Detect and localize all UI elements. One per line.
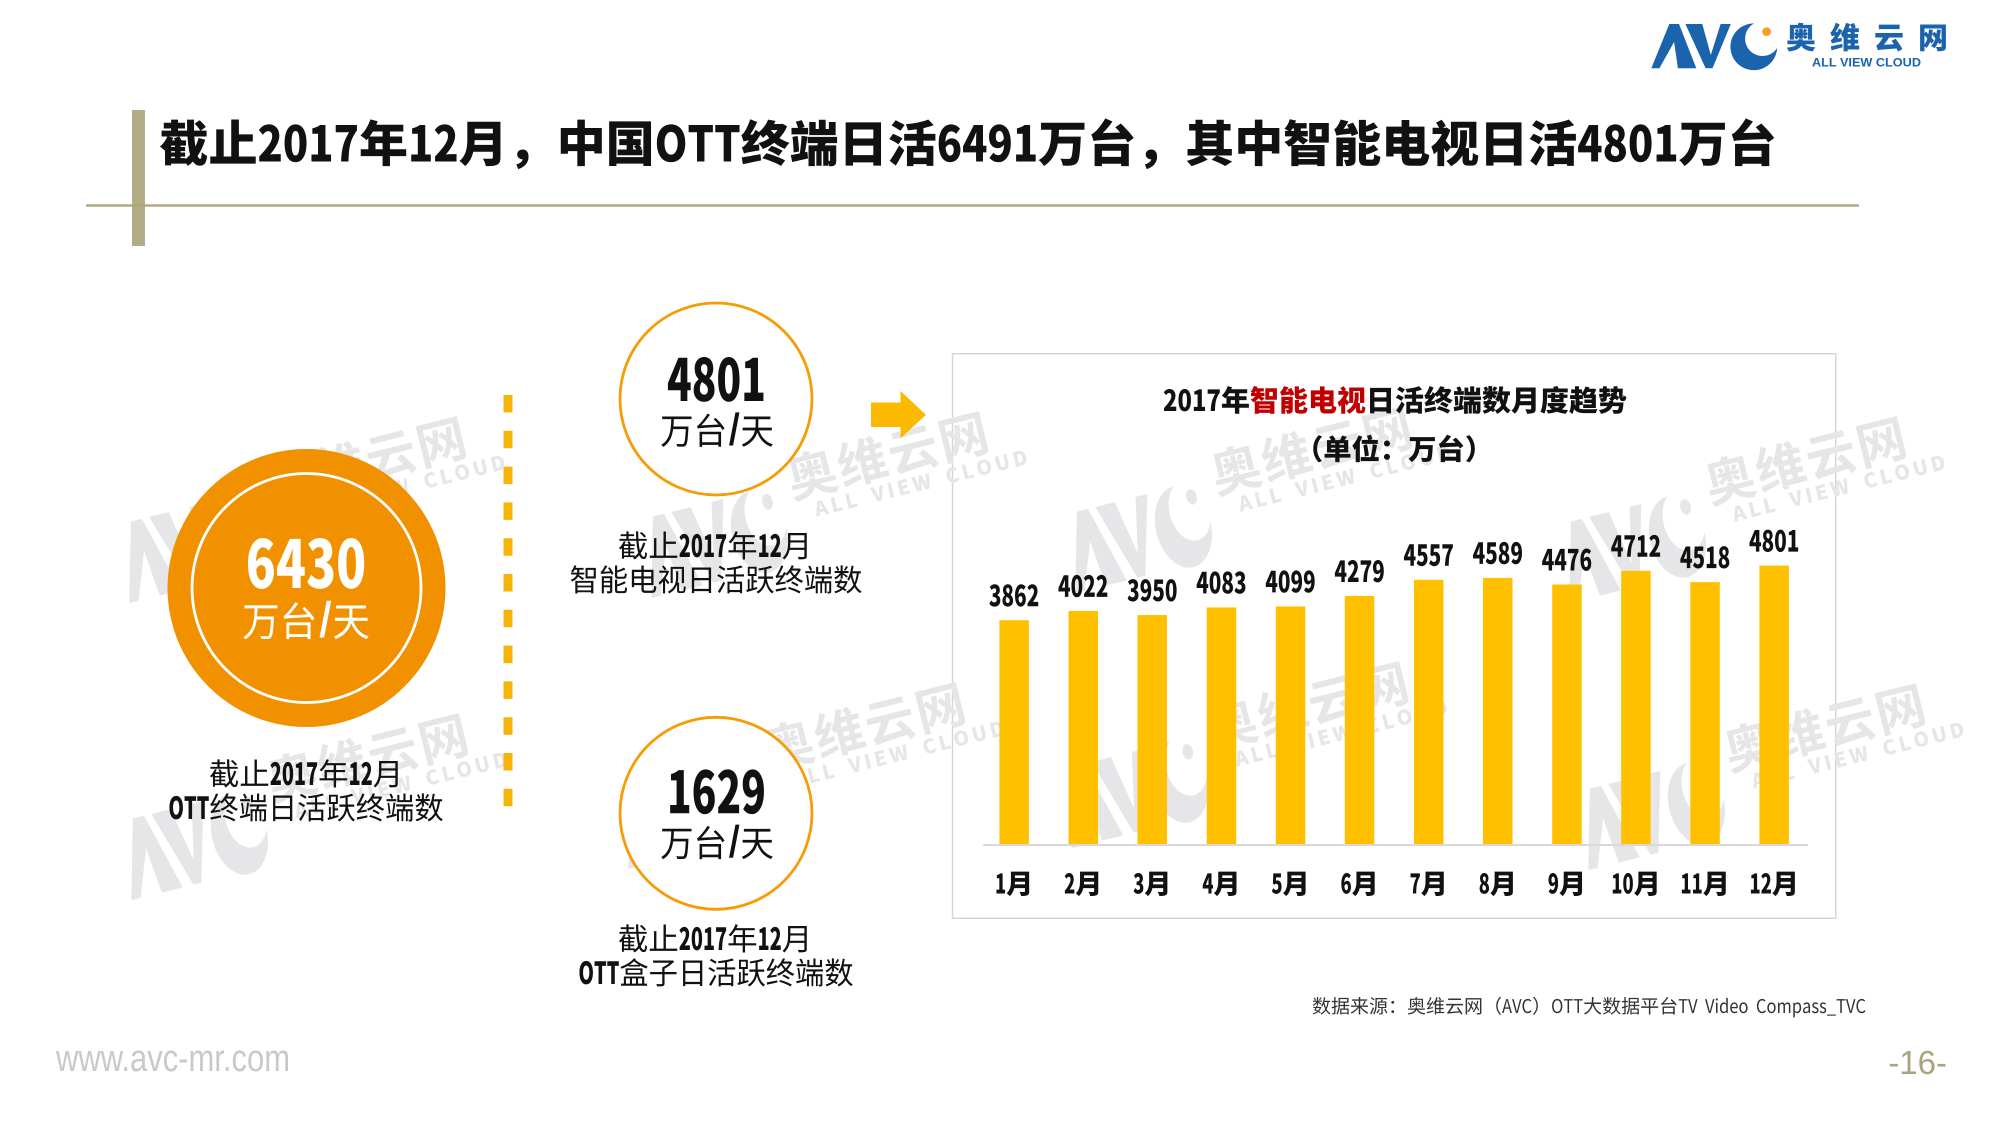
svg-text:ALL VIEW CLOUD: ALL VIEW CLOUD [1812,58,1921,70]
svg-text:-16-: -16- [1888,1044,1947,1081]
svg-text:www.avc-mr.com: www.avc-mr.com [55,1038,290,1080]
